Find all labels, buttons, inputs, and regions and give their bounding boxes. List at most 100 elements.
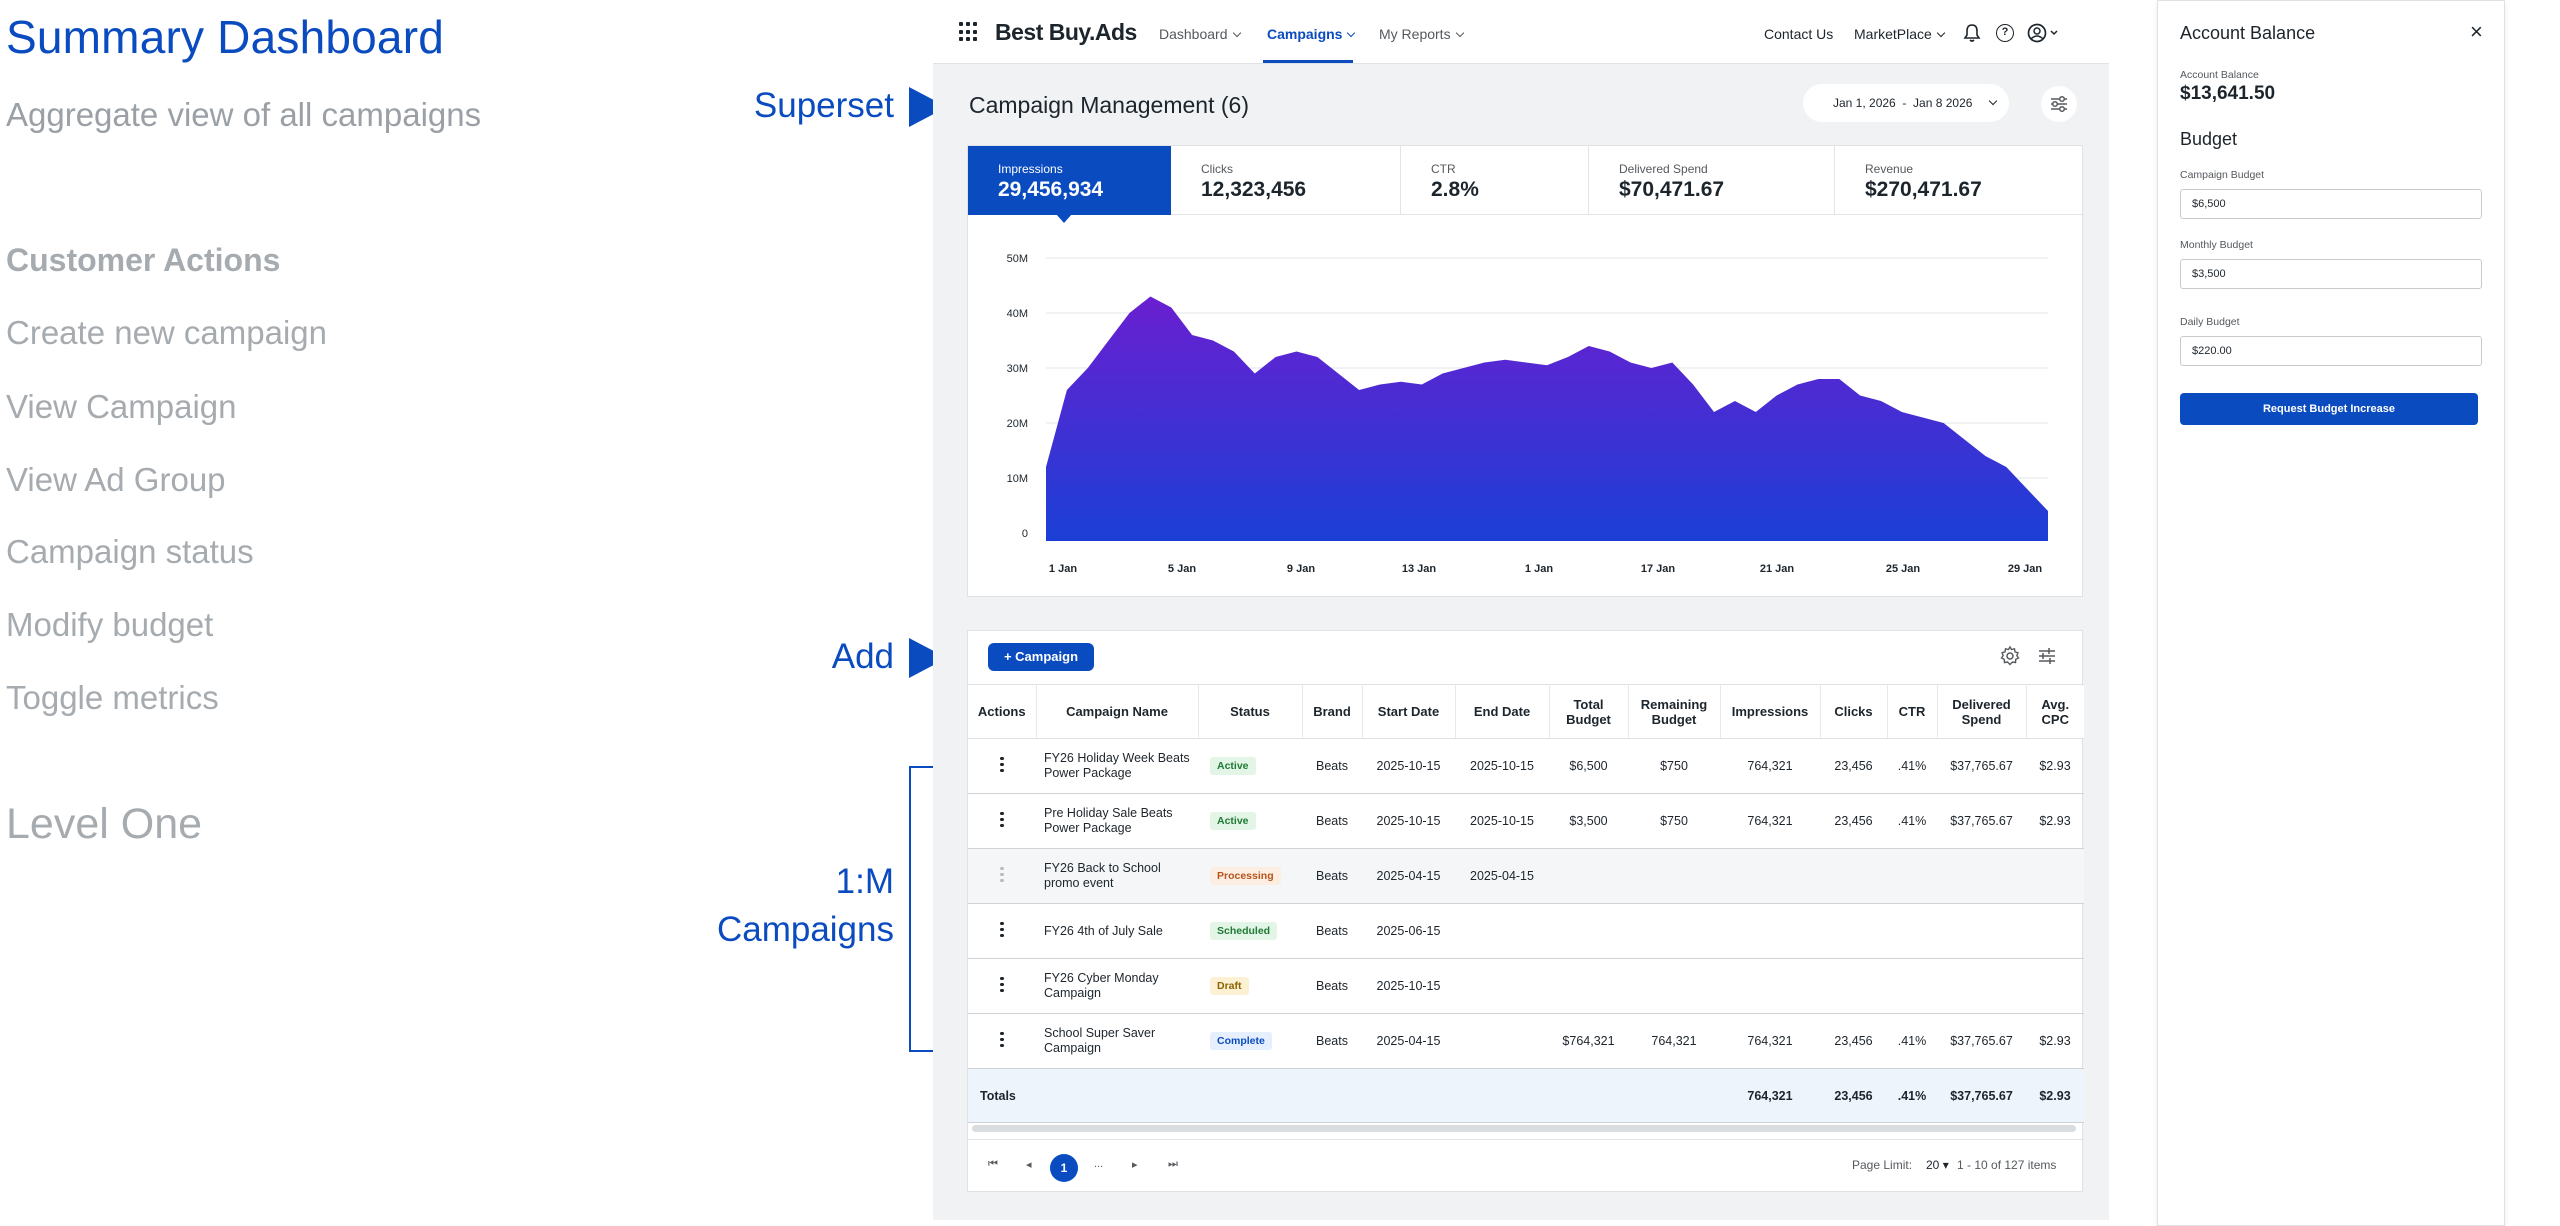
kebab-menu-icon[interactable] — [1000, 809, 1004, 830]
end-date-cell: 2025-10-15 — [1455, 738, 1549, 794]
add-marker-label: Add — [831, 637, 894, 676]
ctr-cell — [1887, 848, 1937, 904]
brand-logo[interactable]: Best Buy.Ads — [995, 19, 1137, 45]
totals-empty-cell — [1549, 1068, 1628, 1123]
campaign-name-cell[interactable]: FY26 4th of July Sale — [1036, 903, 1198, 959]
balance-label: Account Balance — [2180, 69, 2259, 81]
kpi-delivered-spend[interactable]: Delivered Spend $70,471.67 — [1589, 146, 1835, 215]
page-limit-select[interactable]: 20 ▾ — [1926, 1158, 1949, 1172]
col-avg-cpc[interactable]: Avg. CPC — [2026, 684, 2084, 739]
table-settings-gear-icon[interactable] — [1999, 645, 2021, 672]
start-date-cell: 2025-10-15 — [1362, 738, 1455, 794]
kpi-impressions[interactable]: Impressions 29,456,934 — [968, 146, 1171, 215]
avg-cpc-cell — [2026, 903, 2084, 959]
nav-marketplace[interactable]: MarketPlace — [1854, 26, 1946, 42]
campaign-name-cell[interactable]: FY26 Cyber Monday Campaign — [1036, 958, 1198, 1014]
main-panel: Best Buy.Ads Dashboard Campaigns My Repo… — [933, 0, 2109, 1220]
campaign-budget-field[interactable]: $6,500 — [2180, 189, 2482, 219]
kpi-revenue[interactable]: Revenue $270,471.67 — [1835, 146, 2084, 215]
campaign-row[interactable]: FY26 Back to School promo event Processin… — [968, 848, 2084, 904]
campaign-name-cell[interactable]: School Super Saver Campaign — [1036, 1013, 1198, 1069]
col-remaining-budget[interactable]: Remaining Budget — [1628, 684, 1721, 739]
nav-dashboard[interactable]: Dashboard — [1159, 26, 1241, 42]
campaign-name-cell[interactable]: FY26 Back to School promo event — [1036, 848, 1198, 904]
campaigns-bracket — [909, 766, 945, 1052]
daily-budget-field[interactable]: $220.00 — [2180, 336, 2482, 366]
apps-grid-icon[interactable] — [959, 22, 979, 42]
status-badge: Processing — [1210, 867, 1281, 885]
row-actions-cell — [968, 793, 1036, 849]
nav-campaigns[interactable]: Campaigns — [1267, 26, 1356, 42]
chevron-down-icon — [1988, 96, 1998, 106]
kebab-menu-icon[interactable] — [1000, 864, 1004, 885]
avg-cpc-cell — [2026, 958, 2084, 1014]
add-campaign-button[interactable]: + Campaign — [988, 643, 1094, 671]
y-tick-label: 30M — [1007, 363, 1028, 375]
start-date-cell: 2025-06-15 — [1362, 903, 1455, 959]
campaign-row[interactable]: Pre Holiday Sale Beats Power Package Acti… — [968, 793, 2084, 849]
page-current[interactable]: 1 — [1050, 1154, 1078, 1182]
kebab-menu-icon[interactable] — [1000, 1029, 1004, 1050]
totals-empty-cell — [1036, 1068, 1198, 1123]
col-status[interactable]: Status — [1198, 684, 1303, 739]
kebab-menu-icon[interactable] — [1000, 919, 1004, 940]
metrics-chart-card: Impressions 29,456,934 Clicks 12,323,456… — [967, 145, 2084, 597]
row-actions-cell — [968, 1013, 1036, 1069]
kebab-menu-icon[interactable] — [1000, 754, 1004, 775]
summary-dashboard-title: Summary Dashboard — [6, 11, 445, 63]
col-campaign-name[interactable]: Campaign Name — [1036, 684, 1199, 739]
campaign-row[interactable]: FY26 Cyber Monday Campaign Draft Beats 2025… — [968, 958, 2084, 1014]
request-budget-increase-button[interactable]: Request Budget Increase — [2180, 393, 2478, 425]
kebab-menu-icon[interactable] — [1000, 974, 1004, 995]
next-page-icon[interactable]: ▸ — [1132, 1159, 1138, 1171]
x-tick-label: 25 Jan — [1886, 563, 1921, 575]
col-clicks[interactable]: Clicks — [1820, 684, 1888, 739]
col-start-date[interactable]: Start Date — [1362, 684, 1456, 739]
kpi-clicks[interactable]: Clicks 12,323,456 — [1171, 146, 1401, 215]
ctr-cell: .41% — [1887, 1013, 1937, 1069]
campaign-row[interactable]: School Super Saver Campaign Complete Beats… — [968, 1013, 2084, 1069]
panel-title: Account Balance — [2180, 23, 2316, 43]
impressions-cell — [1720, 848, 1820, 904]
help-icon[interactable]: ? — [1996, 24, 2014, 42]
bell-icon[interactable] — [1963, 23, 1981, 48]
campaign-name-cell[interactable]: FY26 Holiday Week Beats Power Package — [1036, 738, 1198, 794]
date-range-picker[interactable]: Jan 1, 2026 - Jan 8 2026 — [1803, 84, 2009, 122]
campaign-name-cell[interactable]: Pre Holiday Sale Beats Power Package — [1036, 793, 1198, 849]
first-page-icon[interactable]: ⏮ — [988, 1158, 998, 1170]
delivered-spend-cell — [1937, 958, 2026, 1014]
avg-cpc-cell: $2.93 — [2026, 738, 2084, 794]
campaign-management-title: Campaign Management (6) — [969, 92, 1249, 118]
campaign-row[interactable]: FY26 4th of July Sale Scheduled Beats 2025-… — [968, 903, 2084, 959]
impressions-series-area — [1046, 296, 2048, 541]
page-range-text: 1 - 10 of 127 items — [1957, 1158, 2057, 1172]
col-delivered-spend[interactable]: Delivered Spend — [1937, 684, 2027, 739]
horizontal-scrollbar[interactable] — [972, 1125, 2076, 1132]
table-column-sliders-icon[interactable] — [2036, 645, 2058, 672]
campaigns-marker-line1: 1:M — [835, 862, 894, 901]
nav-contact-us[interactable]: Contact Us — [1764, 26, 1834, 42]
last-page-icon[interactable]: ⏭ — [1168, 1158, 1178, 1170]
page-ellipsis[interactable]: ... — [1094, 1158, 1104, 1170]
nav-my-reports[interactable]: My Reports — [1379, 26, 1464, 42]
filter-settings-button[interactable] — [2041, 86, 2077, 122]
total-budget-cell: $3,500 — [1549, 793, 1628, 849]
monthly-budget-field[interactable]: $3,500 — [2180, 259, 2482, 289]
start-date-cell: 2025-04-15 — [1362, 1013, 1455, 1069]
col-actions[interactable]: Actions — [968, 684, 1037, 739]
table-header-row: Actions Campaign Name Status Brand Start… — [968, 684, 2084, 739]
remaining-budget-cell — [1628, 958, 1720, 1014]
close-icon[interactable]: × — [2470, 19, 2483, 44]
col-total-budget[interactable]: Total Budget — [1549, 684, 1629, 739]
col-brand[interactable]: Brand — [1302, 684, 1363, 739]
col-ctr[interactable]: CTR — [1887, 684, 1938, 739]
col-end-date[interactable]: End Date — [1455, 684, 1550, 739]
kpi-ctr[interactable]: CTR 2.8% — [1401, 146, 1589, 215]
prev-page-icon[interactable]: ◂ — [1026, 1159, 1032, 1171]
campaign-row[interactable]: FY26 Holiday Week Beats Power Package Act… — [968, 738, 2084, 794]
col-impressions[interactable]: Impressions — [1720, 684, 1821, 739]
impressions-cell: 764,321 — [1720, 793, 1820, 849]
customer-actions-heading: Customer Actions — [6, 242, 281, 278]
account-icon[interactable] — [2027, 23, 2059, 48]
clicks-cell: 23,456 — [1820, 793, 1887, 849]
